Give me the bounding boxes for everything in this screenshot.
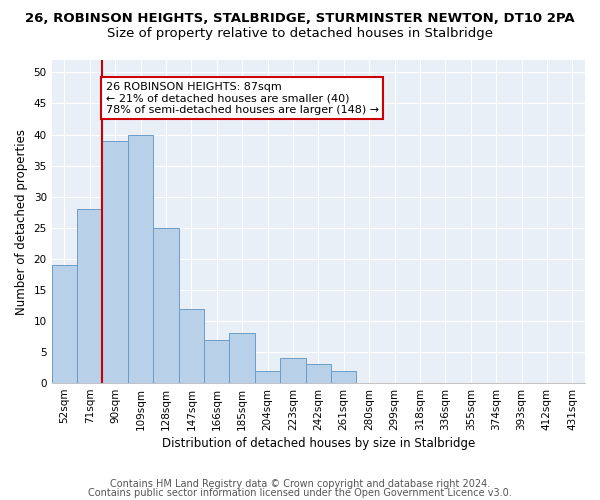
Bar (77, 209, 103, 383)
Bar (103, 141, 128, 383)
Bar (305, 364, 331, 383)
Text: Contains public sector information licensed under the Open Government Licence v3: Contains public sector information licen… (88, 488, 512, 498)
Text: 26, ROBINSON HEIGHTS, STALBRIDGE, STURMINSTER NEWTON, DT10 2PA: 26, ROBINSON HEIGHTS, STALBRIDGE, STURMI… (25, 12, 575, 26)
Bar (280, 358, 305, 383)
X-axis label: Distribution of detached houses by size in Stalbridge: Distribution of detached houses by size … (162, 437, 475, 450)
Bar (179, 308, 204, 383)
Bar (128, 134, 153, 383)
Bar (204, 340, 229, 383)
Text: Size of property relative to detached houses in Stalbridge: Size of property relative to detached ho… (107, 28, 493, 40)
Y-axis label: Number of detached properties: Number of detached properties (15, 128, 28, 314)
Bar (255, 370, 280, 383)
Text: Contains HM Land Registry data © Crown copyright and database right 2024.: Contains HM Land Registry data © Crown c… (110, 479, 490, 489)
Bar (229, 334, 255, 383)
Bar (52, 265, 77, 383)
Text: 26 ROBINSON HEIGHTS: 87sqm
← 21% of detached houses are smaller (40)
78% of semi: 26 ROBINSON HEIGHTS: 87sqm ← 21% of deta… (106, 82, 379, 115)
Bar (331, 370, 356, 383)
Bar (153, 228, 179, 383)
